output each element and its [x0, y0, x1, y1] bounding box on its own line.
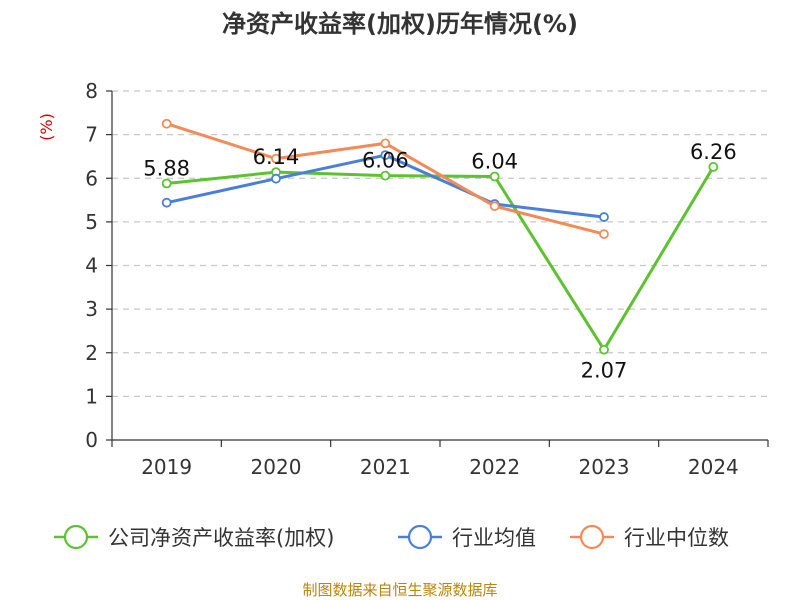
x-tick-label-2023: 2023: [579, 455, 630, 479]
legend[interactable]: 公司净资产收益率(加权) 行业均值 行业中位数: [54, 524, 729, 550]
point-0-2022: [489, 171, 500, 182]
data-labels: 5.88 6.14 6.06 6.04 2.07 6.26: [143, 140, 736, 383]
series-0: [161, 162, 719, 355]
legend-swatch-marker-2: [579, 524, 605, 550]
y-axis-unit-label: (%): [37, 113, 56, 141]
legend-label-0: 公司净资产收益率(加权): [108, 526, 334, 550]
point-2-2020: [271, 153, 281, 164]
axes: 0 1 2 3 4 5 6 7 8 2019 2020 2021 2022 2023 2024: [85, 79, 769, 479]
y-tick-label-1: 1: [85, 384, 98, 408]
legend-label-1: 行业均值: [452, 526, 536, 550]
point-2-2021: [380, 138, 391, 149]
point-0-2023: [599, 344, 609, 355]
data-label-2021: 6.06: [362, 149, 409, 173]
x-tick-label-2022: 2022: [469, 455, 520, 479]
point-2-2022: [489, 201, 500, 212]
legend-label-2: 行业中位数: [624, 526, 729, 550]
point-2-2023: [599, 229, 609, 239]
y-tick-label-3: 3: [85, 297, 98, 321]
source-note: 制图数据来自恒生聚源数据库: [302, 581, 497, 599]
legend-item-1[interactable]: 行业均值: [398, 524, 536, 550]
legend-swatch-marker-1: [407, 524, 433, 550]
data-label-2023: 2.07: [581, 359, 628, 383]
point-2-2019: [161, 118, 172, 129]
point-1-2023: [599, 212, 609, 222]
data-label-2019: 5.88: [143, 156, 190, 180]
y-tick-label-4: 4: [85, 254, 98, 278]
point-1-2020: [271, 173, 281, 184]
point-0-2021: [380, 170, 391, 181]
legend-item-2[interactable]: 行业中位数: [570, 524, 729, 550]
y-tick-label-6: 6: [85, 166, 98, 190]
y-tick-label-8: 8: [85, 79, 98, 103]
point-1-2019: [161, 197, 172, 208]
data-label-2020: 6.14: [253, 145, 300, 169]
point-1-2021: [380, 150, 391, 161]
x-tick-label-2021: 2021: [360, 455, 411, 479]
x-tick-label-2020: 2020: [251, 455, 302, 479]
y-tick-label-5: 5: [85, 210, 98, 234]
series-group: [161, 118, 719, 355]
data-label-2022: 6.04: [471, 150, 518, 174]
y-tick-label-7: 7: [85, 123, 98, 147]
legend-item-0[interactable]: 公司净资产收益率(加权): [54, 524, 334, 550]
x-tick-label-2024: 2024: [688, 455, 739, 479]
y-tick-label-2: 2: [85, 341, 98, 365]
x-tick-label-2019: 2019: [141, 455, 192, 479]
point-0-2024: [708, 162, 719, 172]
series-line-0: [166, 166, 715, 352]
y-tick-label-0: 0: [85, 428, 98, 452]
chart-title: 净资产收益率(加权)历年情况(%): [222, 10, 578, 38]
legend-swatch-marker-0: [63, 524, 89, 550]
series-2: [161, 118, 609, 239]
series-1: [161, 150, 609, 222]
data-label-2024: 6.26: [690, 140, 737, 164]
point-0-2019: [161, 178, 172, 189]
